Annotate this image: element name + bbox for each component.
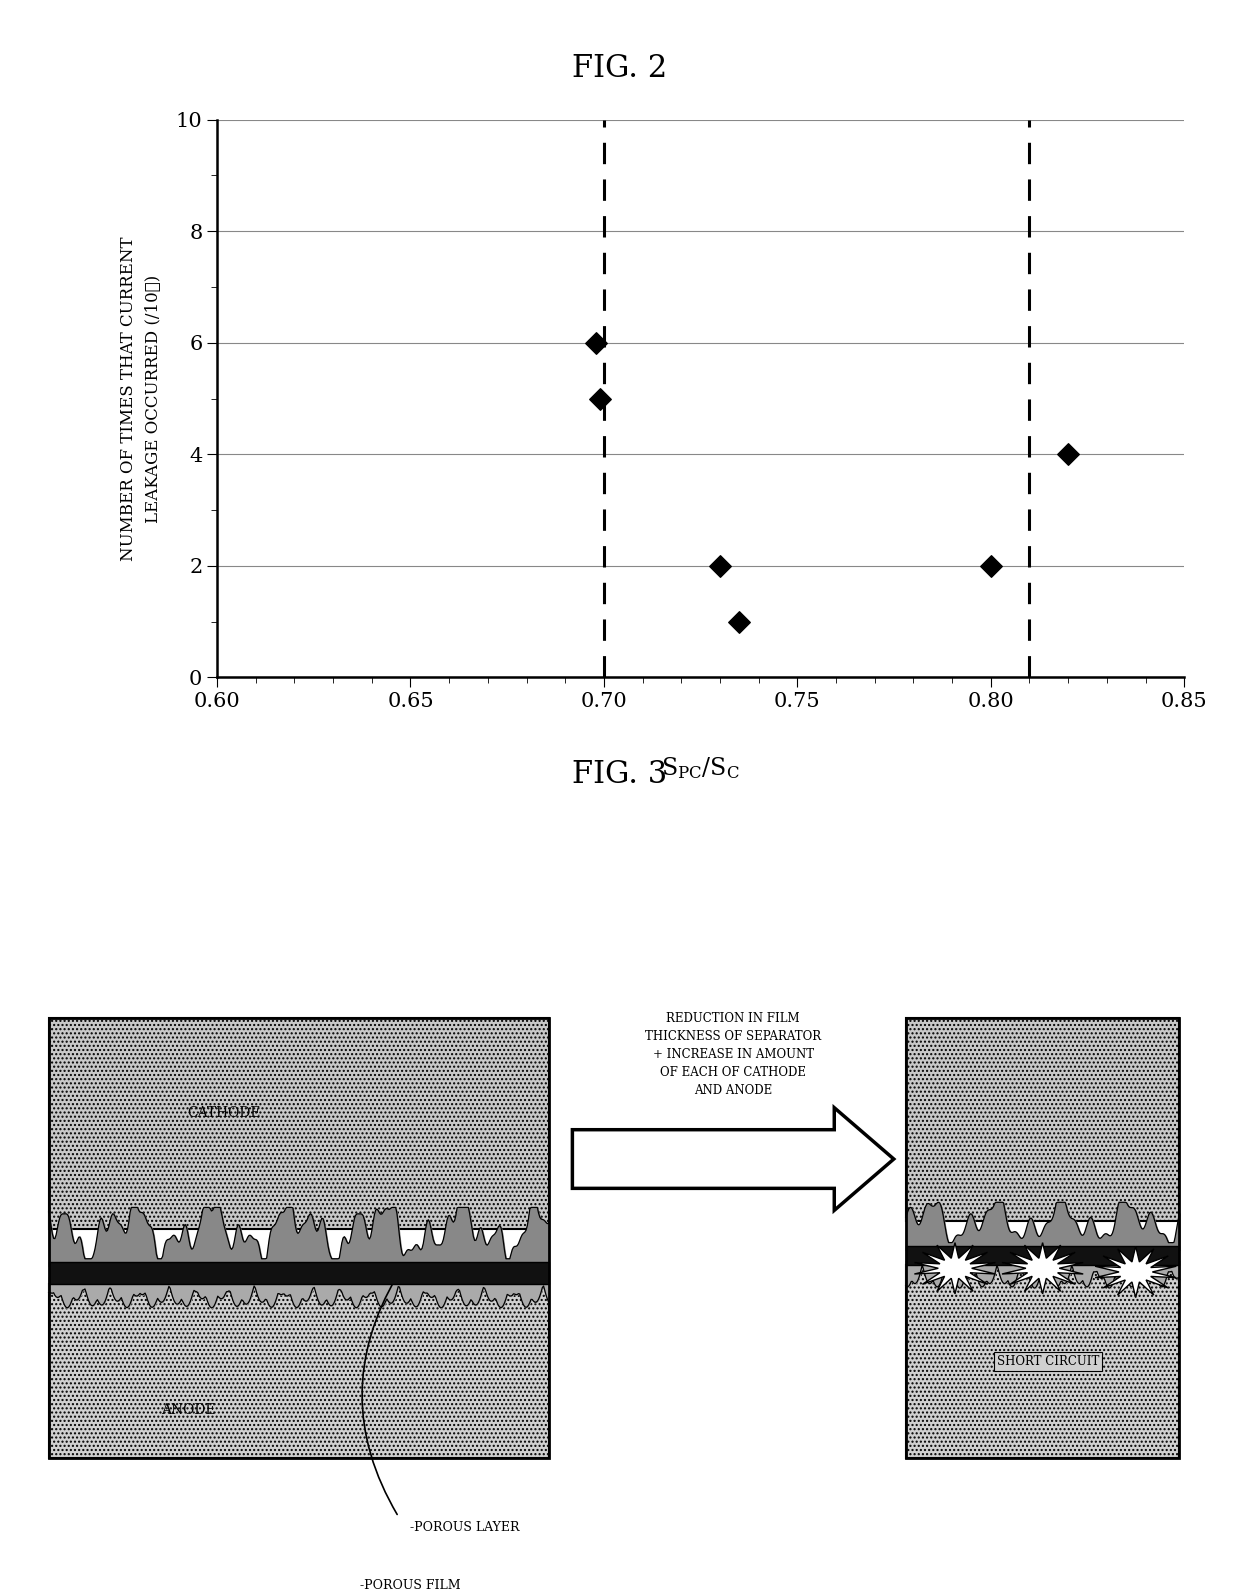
Bar	[48, 1019, 548, 1229]
Text: ANODE: ANODE	[161, 1403, 216, 1417]
Polygon shape	[914, 1243, 996, 1294]
Text: -POROUS LAYER: -POROUS LAYER	[410, 1521, 520, 1533]
Polygon shape	[1002, 1243, 1084, 1294]
Point	[981, 553, 1001, 579]
Point	[729, 609, 749, 634]
Text: $\mathregular{S_{PC}/S_C}$: $\mathregular{S_{PC}/S_C}$	[661, 756, 740, 781]
Text: SHORT CIRCUIT: SHORT CIRCUIT	[997, 1355, 1099, 1368]
Bar	[905, 1019, 1179, 1459]
Text: CATHODE: CATHODE	[187, 1106, 260, 1121]
Point	[587, 330, 606, 355]
Point	[590, 386, 610, 411]
Bar	[905, 1264, 1179, 1459]
Polygon shape	[1095, 1247, 1177, 1298]
Bar	[905, 1247, 1179, 1264]
Bar	[48, 1285, 548, 1459]
Text: REDUCTION IN FILM
THICKNESS OF SEPARATOR
+ INCREASE IN AMOUNT
OF EACH OF CATHODE: REDUCTION IN FILM THICKNESS OF SEPARATOR…	[645, 1012, 821, 1097]
Point	[711, 553, 730, 579]
Point	[1058, 442, 1078, 467]
Text: FIG. 3: FIG. 3	[573, 759, 667, 791]
Bar	[48, 1019, 548, 1459]
Text: -POROUS FILM: -POROUS FILM	[361, 1580, 461, 1592]
Text: FIG. 2: FIG. 2	[573, 53, 667, 84]
Bar	[905, 1019, 1179, 1221]
Bar	[48, 1262, 548, 1285]
Y-axis label: NUMBER OF TIMES THAT CURRENT
LEAKAGE OCCURRED (/10回): NUMBER OF TIMES THAT CURRENT LEAKAGE OCC…	[120, 236, 161, 561]
FancyArrow shape	[573, 1108, 894, 1210]
